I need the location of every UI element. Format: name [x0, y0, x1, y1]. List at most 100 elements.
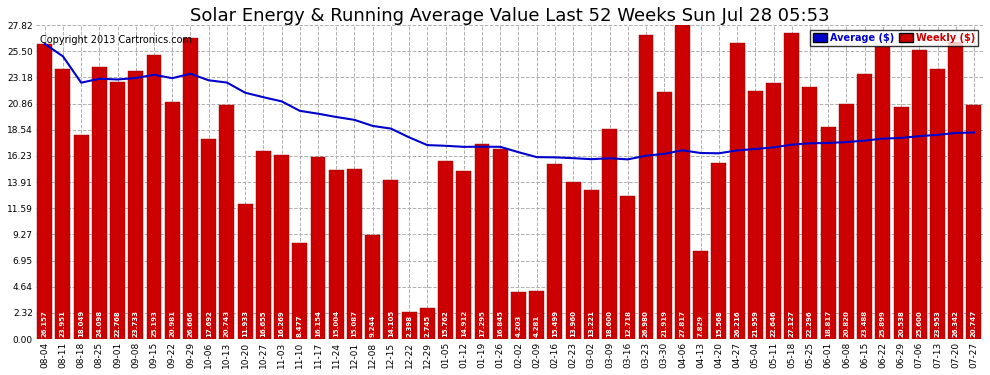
Text: 15.499: 15.499 [551, 310, 558, 338]
Text: 2.745: 2.745 [425, 315, 431, 338]
Bar [966, 105, 981, 339]
Bar [803, 87, 818, 339]
Bar [238, 204, 252, 339]
Bar [857, 74, 872, 339]
Text: 15.087: 15.087 [351, 310, 357, 338]
Bar [73, 135, 89, 339]
Bar [493, 149, 508, 339]
Bar [292, 243, 307, 339]
Bar [220, 105, 235, 339]
Bar [92, 67, 107, 339]
Text: 20.820: 20.820 [843, 310, 849, 338]
Bar [839, 104, 853, 339]
Text: 20.747: 20.747 [971, 310, 977, 338]
Text: 14.105: 14.105 [388, 310, 394, 338]
Text: 9.244: 9.244 [369, 315, 375, 338]
Bar [183, 38, 198, 339]
Text: 8.477: 8.477 [297, 315, 303, 338]
Bar [730, 43, 744, 339]
Text: 27.127: 27.127 [789, 310, 795, 338]
Text: 26.666: 26.666 [187, 311, 193, 338]
Bar [766, 84, 781, 339]
Bar [346, 169, 362, 339]
Bar [894, 107, 909, 339]
Legend: Average ($), Weekly ($): Average ($), Weekly ($) [810, 30, 978, 46]
Text: 16.655: 16.655 [260, 311, 266, 338]
Text: 17.295: 17.295 [479, 310, 485, 338]
Bar [656, 92, 671, 339]
Text: 27.817: 27.817 [679, 310, 685, 338]
Bar [621, 195, 636, 339]
Text: 14.912: 14.912 [460, 310, 466, 338]
Bar [912, 50, 927, 339]
Text: 7.829: 7.829 [698, 315, 704, 338]
Text: 13.221: 13.221 [588, 310, 594, 338]
Text: 22.296: 22.296 [807, 311, 813, 338]
Bar [329, 170, 344, 339]
Bar [948, 42, 963, 339]
Text: Copyright 2013 Cartronics.com: Copyright 2013 Cartronics.com [41, 34, 192, 45]
Bar [255, 151, 271, 339]
Bar [164, 102, 180, 339]
Text: 17.692: 17.692 [206, 310, 212, 338]
Text: 4.203: 4.203 [516, 315, 522, 338]
Bar [110, 82, 125, 339]
Text: 20.981: 20.981 [169, 310, 175, 338]
Text: 23.733: 23.733 [133, 310, 139, 338]
Bar [311, 157, 326, 339]
Bar [565, 182, 580, 339]
Text: 18.049: 18.049 [78, 310, 84, 338]
Text: 4.281: 4.281 [534, 315, 540, 338]
Bar [474, 144, 489, 339]
Bar [38, 44, 52, 339]
Bar [147, 55, 161, 339]
Text: 16.269: 16.269 [278, 310, 284, 338]
Bar [439, 161, 453, 339]
Text: 26.216: 26.216 [734, 311, 741, 338]
Text: 22.768: 22.768 [115, 310, 121, 338]
Bar [930, 69, 945, 339]
Text: 13.960: 13.960 [570, 310, 576, 338]
Bar [747, 91, 762, 339]
Text: 23.953: 23.953 [935, 310, 940, 338]
Text: 18.600: 18.600 [607, 310, 613, 338]
Bar [875, 47, 890, 339]
Bar [639, 34, 653, 339]
Text: 23.951: 23.951 [60, 310, 66, 338]
Text: 25.600: 25.600 [917, 310, 923, 338]
Text: 16.154: 16.154 [315, 310, 321, 338]
Text: 18.817: 18.817 [826, 310, 832, 338]
Bar [274, 156, 289, 339]
Bar [511, 292, 526, 339]
Bar [365, 235, 380, 339]
Bar [712, 164, 727, 339]
Text: 12.718: 12.718 [625, 310, 631, 338]
Text: 25.899: 25.899 [880, 310, 886, 338]
Text: 26.157: 26.157 [42, 310, 48, 338]
Text: 23.488: 23.488 [861, 310, 867, 338]
Text: 24.098: 24.098 [96, 310, 102, 338]
Bar [784, 33, 799, 339]
Text: 15.762: 15.762 [443, 310, 448, 338]
Bar [821, 127, 836, 339]
Text: 2.398: 2.398 [406, 315, 412, 338]
Text: 26.342: 26.342 [952, 310, 958, 338]
Text: 16.845: 16.845 [497, 310, 503, 338]
Bar [456, 171, 471, 339]
Bar [129, 71, 144, 339]
Bar [402, 312, 417, 339]
Text: 15.568: 15.568 [716, 310, 722, 338]
Bar [602, 129, 617, 339]
Text: 15.004: 15.004 [334, 310, 340, 338]
Text: 26.980: 26.980 [643, 310, 649, 338]
Text: 20.743: 20.743 [224, 310, 230, 338]
Text: 11.933: 11.933 [243, 310, 248, 338]
Bar [55, 69, 70, 339]
Text: 20.538: 20.538 [898, 310, 904, 338]
Title: Solar Energy & Running Average Value Last 52 Weeks Sun Jul 28 05:53: Solar Energy & Running Average Value Las… [189, 7, 830, 25]
Text: 21.919: 21.919 [661, 310, 667, 338]
Bar [420, 308, 435, 339]
Text: 25.193: 25.193 [151, 310, 157, 338]
Bar [201, 140, 216, 339]
Bar [675, 25, 690, 339]
